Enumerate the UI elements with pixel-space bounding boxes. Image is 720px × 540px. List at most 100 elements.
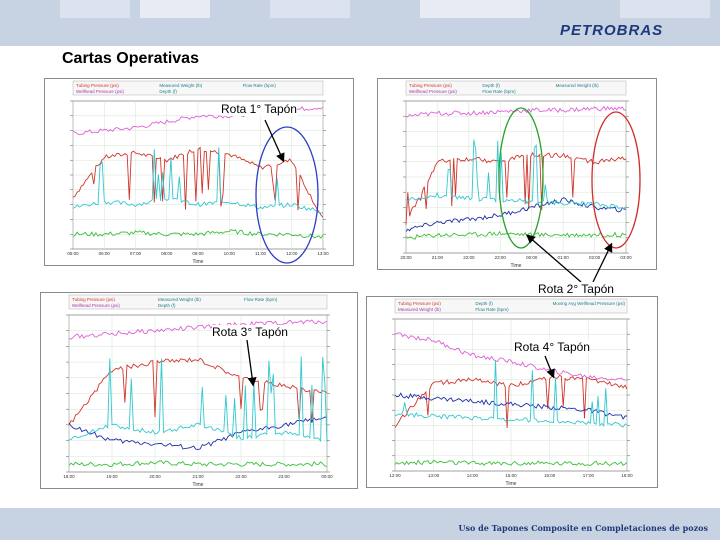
- chart-svg: Tubing Pressure (psi)Wellhead Pressure (…: [400, 80, 632, 269]
- chart-4: Tubing Pressure (psi) Measured Weight (lb…: [366, 296, 658, 488]
- x-tick-label: 00:00: [321, 474, 333, 479]
- legend-box: [405, 80, 627, 96]
- series-line: [68, 460, 328, 467]
- legend-box: [394, 298, 628, 314]
- x-tick-label: 21:00: [432, 255, 444, 260]
- rota-2-label: Rota 2° Tapón: [538, 282, 614, 296]
- chart-3: Tubing Pressure (psi) Wellhead Pressure (…: [40, 292, 358, 489]
- series-line: [394, 359, 628, 428]
- x-tick-label: 23:00: [278, 474, 290, 479]
- legend-entry: Flow Rate (bpm): [482, 89, 516, 94]
- header-band: [0, 0, 720, 46]
- arrow-rota2-left: [526, 234, 582, 283]
- x-tick-label: 10:00: [224, 251, 236, 256]
- series-line: [405, 151, 627, 225]
- header-tile: [420, 0, 530, 18]
- legend-entry: Depth (f): [475, 301, 493, 306]
- series-line: [72, 228, 324, 239]
- footer-caption: Uso de Tapones Composite en Completacion…: [458, 523, 708, 533]
- rota-3-label: Rota 3° Tapón: [212, 325, 288, 339]
- legend-box: [72, 80, 324, 96]
- legend-entry: Measured Weight (lb): [556, 83, 599, 88]
- arrow-rota3: [246, 339, 257, 387]
- series-line: [68, 319, 328, 340]
- x-tick-label: 09:00: [192, 251, 204, 256]
- series-line: [68, 416, 328, 450]
- series-line: [405, 105, 627, 118]
- legend-entry: Wellhead Pressure (psi): [72, 303, 120, 308]
- x-tick-label: 06:00: [99, 251, 111, 256]
- x-tick-label: 19:00: [106, 474, 118, 479]
- x-tick-label: 16:00: [544, 473, 556, 478]
- x-tick-label: 05:00: [67, 251, 79, 256]
- series-line: [68, 356, 328, 443]
- x-tick-label: 02:00: [589, 255, 601, 260]
- x-tick-label: 07:00: [130, 251, 142, 256]
- header-tile: [140, 0, 210, 18]
- highlight-ellipse-3: [591, 111, 641, 249]
- series-line: [405, 230, 627, 240]
- x-tick-label: 21:00: [192, 474, 204, 479]
- x-tick-label: 23:00: [495, 255, 507, 260]
- legend-entry: Flow Rate (bpm): [475, 307, 509, 312]
- x-tick-label: 22:00: [235, 474, 247, 479]
- x-tick-label: 20:00: [149, 474, 161, 479]
- x-tick-label: 01:00: [558, 255, 570, 260]
- header-tile: [620, 0, 710, 18]
- x-tick-label: 12:00: [286, 251, 298, 256]
- chart-1: Tubing Pressure (psi) Wellhead Pressure (…: [44, 78, 354, 266]
- series-line: [72, 146, 324, 218]
- legend-entry: Depth (f): [482, 83, 500, 88]
- x-tick-label: 08:00: [161, 251, 173, 256]
- x-tick-label: 00:00: [526, 255, 538, 260]
- legend-entry: Tubing Pressure (psi): [398, 301, 441, 306]
- legend-entry: Depth (f): [158, 303, 176, 308]
- rota-1-label: Rota 1° Tapón: [221, 102, 297, 116]
- legend-entry: Wellhead Pressure (psi): [409, 89, 457, 94]
- legend-box: [68, 294, 328, 310]
- series-line: [394, 392, 627, 420]
- legend-entry: Tubing Pressure (psi): [76, 83, 119, 88]
- arrow-rota2-right: [592, 242, 613, 283]
- chart-2: Tubing Pressure (psi) Wellhead Pressure (…: [377, 78, 657, 270]
- x-tick-label: 12:00: [389, 473, 401, 478]
- series-line: [405, 197, 627, 232]
- rota-4-label: Rota 4° Tapón: [514, 340, 590, 354]
- x-tick-label: 03:00: [620, 255, 632, 260]
- header-tile: [60, 0, 130, 18]
- series-line: [394, 332, 628, 381]
- legend-entry: Moving Avg Wellhead Pressure (psi): [553, 301, 626, 306]
- legend-entry: Tubing Pressure (psi): [409, 83, 452, 88]
- chart-svg: Tubing Pressure (psi)Wellhead Pressure (…: [63, 294, 333, 488]
- page-title: Cartas Operativas: [62, 50, 199, 67]
- header-tile: [270, 0, 350, 18]
- x-tick-label: 18:00: [621, 473, 633, 478]
- x-axis-label: Time: [511, 263, 522, 269]
- series-line: [72, 147, 324, 214]
- x-tick-label: 22:00: [463, 255, 475, 260]
- x-tick-label: 15:00: [505, 473, 517, 478]
- x-tick-label: 11:00: [255, 251, 266, 256]
- x-tick-label: 13:00: [428, 473, 440, 478]
- legend-entry: Flow Rate (bpm): [243, 83, 277, 88]
- series-line: [394, 459, 628, 467]
- petrobras-logo: PETROBRAS: [560, 22, 664, 39]
- arrow-rota4: [544, 355, 555, 379]
- series-line: [68, 357, 328, 426]
- x-tick-label: 14:00: [467, 473, 479, 478]
- legend-entry: Measured Weight (lb): [398, 307, 441, 312]
- legend-entry: Measured Weight (lb): [159, 83, 202, 88]
- series-line: [405, 139, 627, 210]
- x-axis-label: Time: [506, 481, 517, 487]
- x-tick-label: 20:00: [400, 255, 412, 260]
- chart-svg: Tubing Pressure (psi)Wellhead Pressure (…: [67, 80, 329, 265]
- legend-entry: Depth (f): [159, 89, 177, 94]
- legend-entry: Measured Weight (lb): [158, 297, 201, 302]
- x-axis-label: Time: [193, 482, 204, 488]
- highlight-ellipse-2: [498, 107, 544, 249]
- arrow-rota1: [264, 119, 285, 163]
- legend-entry: Wellhead Pressure (psi): [76, 89, 124, 94]
- x-tick-label: 13:00: [317, 251, 329, 256]
- highlight-ellipse-1: [255, 126, 319, 264]
